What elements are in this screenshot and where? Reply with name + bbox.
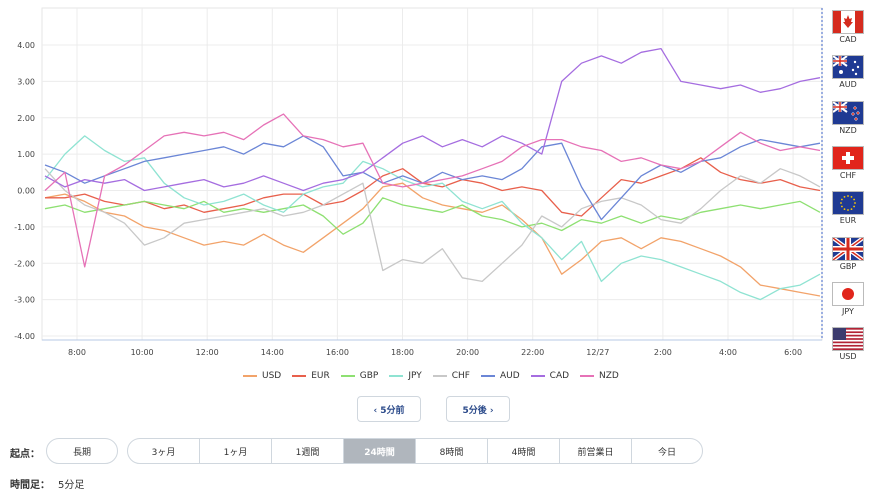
series-line-aud — [44, 135, 821, 221]
period-selector: 3ヶ月 1ヶ月 1週間 24時間 8時間 4時間 前営業日 今日 — [127, 438, 703, 464]
switzerland-flag-icon — [832, 145, 864, 170]
legend-item-gbp[interactable]: GBP — [340, 371, 379, 381]
period-option[interactable]: 3ヶ月 — [128, 439, 200, 463]
chart-legend: USD EUR GBP JPY CHF AUD CAD NZD — [243, 368, 630, 384]
legend-swatch — [243, 375, 257, 377]
legend-swatch — [580, 375, 595, 377]
start-point-label: 起点： — [10, 449, 40, 460]
usa-flag-icon — [832, 327, 864, 352]
plot-area — [41, 7, 823, 341]
legend-label: GBP — [359, 371, 379, 381]
legend-swatch — [432, 375, 447, 377]
australia-flag-icon — [832, 55, 864, 80]
x-tick-label: 10:00 — [131, 348, 154, 357]
flag-code-label: AUD — [839, 80, 857, 90]
y-tick-label: -3.00 — [14, 296, 35, 305]
series-line-jpy — [44, 135, 821, 301]
y-tick-label: -4.00 — [14, 332, 35, 341]
x-tick-label: 20:00 — [456, 348, 479, 357]
flag-code-label: NZD — [839, 125, 857, 135]
flag-code-label: CAD — [839, 35, 857, 44]
x-tick-label: 18:00 — [391, 348, 414, 357]
flag-item-chf[interactable]: CHF — [828, 145, 868, 182]
eu-flag-icon — [832, 191, 864, 216]
series-line-chf — [44, 168, 821, 283]
flag-item-cad[interactable]: CAD — [828, 10, 868, 46]
legend-item-cad[interactable]: CAD — [530, 371, 570, 381]
legend-swatch — [340, 375, 355, 377]
flag-item-jpy[interactable]: JPY — [828, 281, 868, 318]
flag-item-usd[interactable]: USD — [828, 327, 868, 363]
legend-label: AUD — [499, 371, 520, 381]
y-tick-label: -1.00 — [14, 223, 35, 232]
x-tick-label: 6:00 — [784, 348, 802, 357]
x-tick-label: 8:00 — [68, 348, 86, 357]
long-term-button[interactable]: 長期 — [46, 438, 118, 464]
flag-code-label: JPY — [842, 306, 854, 316]
period-option[interactable]: 1ヶ月 — [200, 439, 272, 463]
legend-item-usd[interactable]: USD — [243, 371, 281, 381]
flag-code-label: USD — [839, 352, 857, 362]
period-option[interactable]: 24時間 — [344, 439, 416, 463]
period-option[interactable]: 8時間 — [416, 439, 488, 463]
y-tick-label: 0.00 — [17, 187, 35, 196]
period-option[interactable]: 今日 — [657, 447, 676, 458]
x-tick-label: 2:00 — [654, 348, 672, 357]
legend-swatch — [530, 375, 545, 377]
series-line-nzd — [44, 113, 821, 268]
legend-label: CAD — [549, 371, 570, 381]
new-zealand-flag-icon — [832, 100, 864, 125]
period-option[interactable]: 前営業日 — [560, 439, 632, 463]
legend-label: JPY — [408, 371, 422, 381]
y-tick-label: -2.00 — [14, 259, 35, 268]
legend-swatch — [480, 375, 495, 377]
period-option[interactable]: 1週間 — [272, 439, 344, 463]
flag-item-gbp[interactable]: GBP — [828, 236, 868, 273]
legend-item-aud[interactable]: AUD — [480, 371, 520, 381]
flag-code-label: EUR — [839, 216, 857, 226]
legend-label: EUR — [311, 371, 330, 381]
x-tick-label: 4:00 — [719, 348, 737, 357]
currency-strength-chart: 4.00 3.00 2.00 1.00 0.00 -1.00 -2.00 -3.00 -4.00… — [14, 7, 823, 357]
legend-item-eur[interactable]: EUR — [292, 371, 330, 381]
legend-label: USD — [262, 371, 282, 381]
legend-item-chf[interactable]: CHF — [432, 371, 470, 381]
y-tick-label: 2.00 — [17, 114, 35, 123]
x-tick-label: 22:00 — [521, 348, 544, 357]
x-tick-label: 14:00 — [261, 348, 284, 357]
flag-item-nzd[interactable]: NZD — [828, 100, 868, 137]
japan-flag-icon — [832, 281, 864, 306]
legend-item-nzd[interactable]: NZD — [580, 371, 619, 381]
series-line-usd — [44, 182, 821, 297]
timeframe-value: 5分足 — [58, 480, 85, 491]
y-tick-label: 4.00 — [17, 41, 35, 50]
legend-swatch — [389, 375, 404, 377]
legend-item-jpy[interactable]: JPY — [389, 371, 422, 381]
flag-code-label: GBP — [839, 261, 857, 271]
timeframe-label: 時間足： — [10, 480, 50, 491]
prev-5min-button[interactable]: ‹ 5分前 — [357, 396, 421, 422]
flag-item-eur[interactable]: EUR — [828, 191, 868, 227]
legend-label: NZD — [599, 371, 619, 381]
x-tick-label: 12:00 — [196, 348, 219, 357]
y-tick-label: 1.00 — [17, 150, 35, 159]
x-tick-label: 12/27 — [586, 348, 609, 357]
y-tick-label: 3.00 — [17, 77, 35, 86]
series-line-cad — [44, 47, 821, 192]
x-tick-label: 16:00 — [326, 348, 349, 357]
period-option[interactable]: 4時間 — [488, 439, 560, 463]
flag-code-label: CHF — [839, 170, 857, 180]
legend-swatch — [292, 375, 307, 377]
canada-flag-icon — [832, 10, 864, 34]
flag-item-aud[interactable]: AUD — [828, 55, 868, 91]
legend-label: CHF — [451, 371, 470, 381]
uk-flag-icon — [832, 236, 864, 261]
next-5min-button[interactable]: 5分後 › — [446, 396, 510, 422]
